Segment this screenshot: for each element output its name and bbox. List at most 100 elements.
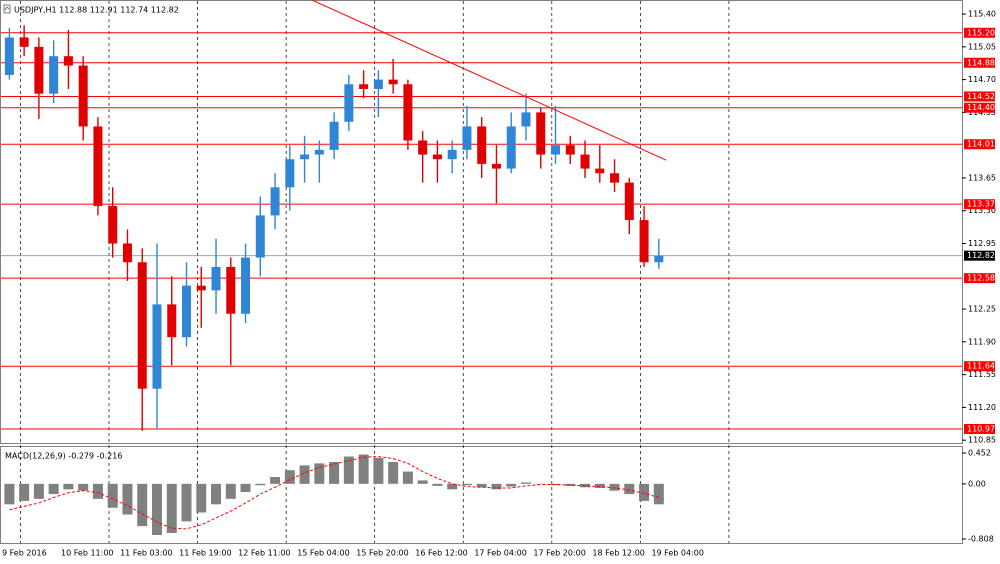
- x-tick-label: 17 Feb 04:00: [474, 549, 526, 558]
- macd-bar: [211, 483, 222, 505]
- candle-body: [595, 168, 605, 174]
- level-tag: [964, 423, 995, 434]
- level-label: 115.20: [967, 28, 995, 37]
- level-label: 114.88: [967, 58, 995, 67]
- macd-bar: [358, 454, 369, 484]
- macd-bar: [373, 457, 384, 484]
- candle-body: [19, 37, 29, 47]
- macd-bar: [225, 483, 236, 499]
- x-tick-label: 10 Feb 11:00: [61, 549, 113, 558]
- level-tag: [964, 273, 995, 284]
- candle-body: [63, 56, 73, 66]
- macd-bar: [609, 483, 620, 491]
- day-separators: [20, 1, 730, 543]
- candle-body: [182, 285, 191, 338]
- macd-bar: [270, 477, 281, 484]
- macd-bar: [491, 483, 502, 490]
- candle-body: [329, 121, 339, 150]
- macd-bar: [196, 483, 207, 513]
- x-tick-label: 19 Feb 04:00: [651, 549, 703, 558]
- macd-bar: [388, 462, 399, 484]
- y-tick-label: 110.85: [968, 436, 996, 445]
- candle-body: [359, 84, 369, 89]
- macd-bar: [92, 483, 103, 499]
- macd-bar: [4, 483, 15, 505]
- macd-bar: [48, 483, 59, 495]
- macd-bar: [476, 483, 487, 488]
- candle-body: [300, 154, 310, 160]
- macd-bar: [594, 483, 605, 488]
- candle-body: [34, 46, 44, 94]
- macd-bar: [447, 483, 458, 490]
- candle-body: [108, 206, 118, 244]
- macd-bar: [653, 483, 664, 505]
- current-price-label: 112.82: [967, 251, 995, 260]
- macd-bar: [137, 483, 148, 527]
- macd-bar: [181, 483, 192, 522]
- y-tick-label: 115.40: [968, 10, 996, 19]
- macd-bar: [314, 463, 325, 484]
- macd-bar: [535, 483, 546, 485]
- candle-body: [565, 145, 575, 155]
- level-tag: [964, 57, 995, 68]
- candle-body: [521, 112, 531, 127]
- x-tick-label: 16 Feb 12:00: [415, 549, 467, 558]
- candle-body: [624, 182, 634, 221]
- macd-bar: [78, 483, 89, 491]
- macd-bar: [432, 483, 443, 486]
- x-tick-label: 12 Feb 11:00: [238, 549, 290, 558]
- candle-body: [167, 304, 177, 338]
- x-tick-label: 11 Feb 19:00: [179, 549, 231, 558]
- macd-bar: [299, 465, 310, 484]
- x-tick-label: 15 Feb 04:00: [297, 549, 349, 558]
- macd-bar: [107, 483, 118, 508]
- y-tick-label: 113.30: [968, 206, 996, 215]
- candle-body: [536, 112, 546, 155]
- level-label: 113.37: [967, 200, 995, 209]
- y-tick-label: 0.00: [968, 479, 986, 488]
- level-label: 112.58: [967, 274, 995, 283]
- macd-bar: [63, 483, 74, 490]
- candle-body: [4, 37, 14, 75]
- candle-body: [477, 126, 487, 164]
- candle-body: [403, 84, 413, 141]
- x-tick-label: 11 Feb 03:00: [120, 549, 172, 558]
- x-tick-label: 9 Feb 2016: [2, 549, 47, 558]
- signal-line: [9, 456, 659, 530]
- macd-bar: [550, 483, 561, 486]
- symbol-icon: [3, 4, 11, 14]
- y-tick-label: 111.55: [968, 370, 996, 379]
- candle-body: [654, 255, 664, 263]
- candle-body: [447, 149, 457, 160]
- candle-body: [462, 126, 472, 150]
- macd-bar: [329, 462, 340, 484]
- candle-body: [49, 56, 59, 94]
- candle-body: [285, 159, 295, 188]
- macd-bar: [33, 483, 44, 499]
- level-label: 110.97: [967, 424, 995, 433]
- candle-body: [93, 126, 103, 207]
- candle-body: [580, 154, 590, 169]
- macd-bar: [624, 483, 635, 495]
- current-price-tag: [964, 250, 995, 261]
- level-tag: [964, 91, 995, 102]
- macd-bar: [343, 456, 354, 484]
- macd-bar: [520, 482, 531, 484]
- candle-body: [241, 257, 251, 314]
- candle-body: [639, 220, 649, 263]
- y-tick-label: -0.808: [968, 534, 994, 543]
- y-tick-label: 111.90: [968, 337, 996, 346]
- macd-bar: [19, 483, 30, 501]
- chart-title: USDJPY,H1 112.88 112.91 112.74 112.82: [14, 6, 179, 15]
- macd-bar: [151, 483, 162, 536]
- candle-body: [152, 304, 162, 389]
- level-tag: [964, 102, 995, 113]
- x-tick-label: 15 Feb 20:00: [356, 549, 408, 558]
- macd-bar: [639, 483, 650, 501]
- macd-bar: [402, 471, 413, 484]
- candle-body: [373, 79, 383, 89]
- candle-body: [506, 126, 516, 169]
- y-tick-label: 112.95: [968, 239, 996, 248]
- y-tick-label: 114.70: [968, 75, 996, 84]
- y-tick-label: 112.25: [968, 305, 996, 314]
